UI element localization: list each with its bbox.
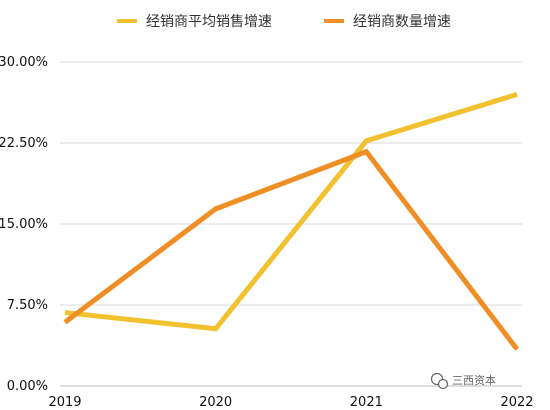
watermark: 三西资本	[430, 372, 496, 390]
y-tick-label: 7.50%	[7, 298, 48, 313]
grid	[60, 61, 522, 387]
x-axis-labels: 2019 2020 2021 2022	[48, 395, 533, 410]
legend-label: 经销商数量增速	[353, 14, 451, 30]
y-tick-label: 15.00%	[0, 217, 48, 232]
legend: 经销商平均销售增速 经销商数量增速	[117, 14, 451, 30]
series-line-2	[63, 148, 519, 351]
x-tick-label: 2019	[48, 395, 81, 410]
x-tick-label: 2022	[500, 395, 533, 410]
series-lines	[63, 92, 519, 351]
wechat-icon	[430, 372, 449, 390]
x-tick-label: 2020	[199, 395, 232, 410]
x-tick-label: 2021	[350, 395, 383, 410]
series-line-1	[64, 92, 518, 332]
legend-label: 经销商平均销售增速	[146, 14, 272, 30]
y-axis-labels: 0.00% 7.50% 15.00% 22.50% 30.00%	[0, 55, 48, 394]
y-tick-label: 30.00%	[0, 55, 48, 70]
y-tick-label: 22.50%	[0, 136, 48, 151]
watermark-text: 三西资本	[452, 373, 496, 387]
y-tick-label: 0.00%	[7, 379, 48, 394]
